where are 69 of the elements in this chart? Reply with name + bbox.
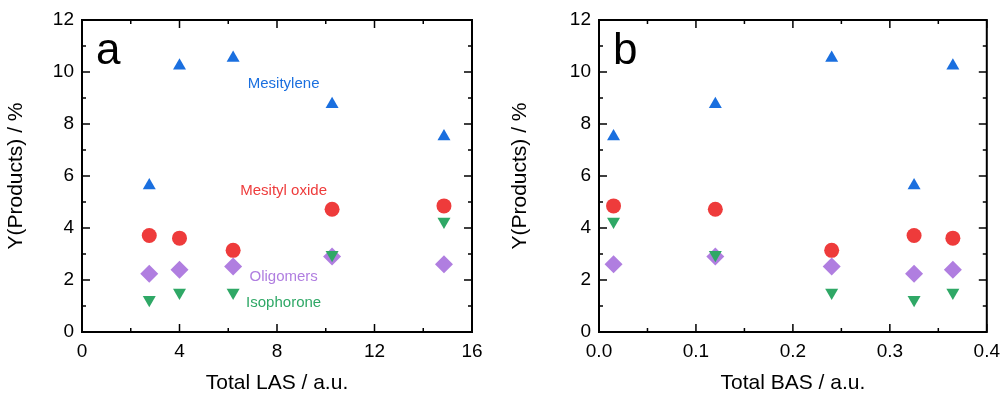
x-tick-label: 0.2 bbox=[779, 339, 807, 361]
x-tick-label: 0.4 bbox=[973, 339, 1001, 361]
point bbox=[226, 288, 240, 300]
y-axis-title: Y(Products) / % bbox=[507, 102, 531, 250]
point bbox=[946, 58, 960, 70]
point bbox=[907, 296, 921, 308]
chart-title: a bbox=[96, 24, 121, 73]
series-label: Oligomers bbox=[249, 266, 318, 284]
y-tick-label: 4 bbox=[63, 216, 75, 238]
y-tick-label: 6 bbox=[580, 164, 591, 186]
point bbox=[225, 242, 241, 258]
point bbox=[325, 96, 339, 108]
point bbox=[825, 50, 839, 62]
point bbox=[824, 242, 840, 258]
y-tick-label: 8 bbox=[580, 112, 591, 134]
point bbox=[946, 288, 960, 300]
series-label: Mesityl oxide bbox=[240, 180, 327, 198]
y-tick-label: 6 bbox=[63, 164, 74, 186]
point bbox=[140, 264, 159, 283]
point bbox=[324, 201, 340, 217]
point bbox=[606, 198, 622, 214]
point bbox=[607, 128, 621, 141]
x-tick-label: 12 bbox=[363, 339, 386, 361]
point bbox=[945, 230, 961, 246]
y-tick-label: 2 bbox=[580, 268, 591, 290]
point bbox=[607, 217, 621, 229]
point bbox=[822, 257, 841, 276]
point bbox=[906, 228, 922, 244]
y-tick-label: 0 bbox=[63, 320, 74, 342]
point bbox=[224, 257, 243, 276]
point bbox=[142, 178, 156, 190]
point bbox=[173, 288, 186, 300]
y-tick-label: 12 bbox=[569, 8, 591, 30]
y-tick-label: 4 bbox=[580, 216, 592, 238]
x-tick-label: 8 bbox=[271, 339, 283, 361]
x-tick-label: 0.1 bbox=[682, 339, 710, 361]
y-tick-label: 10 bbox=[569, 60, 591, 82]
point bbox=[226, 50, 240, 62]
x-tick-label: 0.0 bbox=[585, 339, 613, 361]
point bbox=[173, 58, 186, 70]
point bbox=[172, 230, 187, 246]
y-axis-title: Y(Products) / % bbox=[3, 102, 27, 250]
y-tick-label: 8 bbox=[63, 112, 74, 134]
point bbox=[907, 178, 921, 190]
series-label: Mesitylene bbox=[247, 73, 320, 91]
x-tick-label: 16 bbox=[461, 339, 483, 361]
y-tick-label: 0 bbox=[580, 320, 591, 342]
y-tick-label: 2 bbox=[63, 268, 74, 290]
point bbox=[708, 96, 722, 108]
point bbox=[905, 264, 924, 283]
y-tick-label: 10 bbox=[52, 60, 74, 82]
point bbox=[437, 217, 451, 229]
point bbox=[604, 255, 623, 274]
x-tick-label: 4 bbox=[174, 339, 186, 361]
chart-title: b bbox=[613, 24, 638, 73]
point bbox=[825, 288, 839, 300]
point bbox=[170, 260, 189, 279]
x-axis-title: Total LAS / a.u. bbox=[205, 370, 349, 394]
x-tick-label: 0.3 bbox=[876, 339, 904, 361]
point bbox=[142, 296, 156, 308]
point bbox=[436, 198, 452, 214]
point bbox=[434, 255, 453, 274]
point bbox=[437, 128, 451, 141]
point bbox=[707, 201, 723, 217]
series-label: Isophorone bbox=[246, 292, 322, 310]
y-tick-label: 12 bbox=[52, 8, 74, 30]
point bbox=[141, 228, 157, 244]
x-axis-title: Total BAS / a.u. bbox=[720, 370, 866, 394]
point bbox=[943, 260, 962, 279]
